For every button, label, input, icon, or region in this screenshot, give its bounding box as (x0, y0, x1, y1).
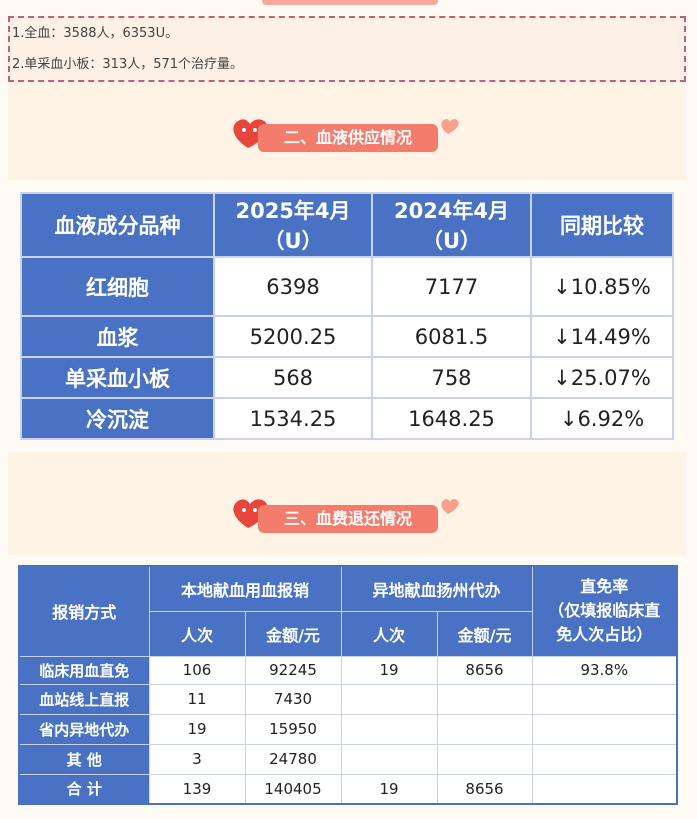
table-row: 合 计 139 140405 19 8656 (18, 773, 678, 805)
cell (531, 773, 678, 805)
supply-rows: 红细胞 6398 7177 ↓10.85% 血浆 5200.25 6081.5 ↓14.49%… (20, 256, 674, 440)
cell: 139 (148, 773, 246, 805)
table-row: 血浆 5200.25 6081.5 ↓14.49% (20, 315, 674, 358)
cell: 758 (371, 356, 532, 399)
cell: 5200.25 (213, 315, 373, 358)
table-row: 其 他 3 24780 (18, 743, 678, 775)
cell (531, 743, 678, 775)
cell: 140405 (244, 773, 342, 805)
row-header: 血站线上直报 (18, 683, 150, 715)
cell: 92245 (244, 655, 342, 685)
cell: 1648.25 (371, 397, 532, 440)
cell: 24780 (244, 743, 342, 775)
header-cell: 血液成分品种 (20, 192, 215, 258)
header-cell: 异地献血扬州代办 (340, 565, 533, 612)
table-row: 临床用血直免 106 92245 19 8656 93.8% (18, 655, 678, 685)
cell (436, 683, 533, 715)
row-header: 合 计 (18, 773, 150, 805)
refund-rows: 临床用血直免 106 92245 19 8656 93.8% 血站线上直报 11 7430 省内异… (18, 655, 678, 805)
row-header: 红细胞 (20, 256, 215, 317)
section-band (8, 452, 686, 555)
cell: ↓14.49% (530, 315, 674, 358)
cell: ↓10.85% (530, 256, 674, 317)
row-header: 临床用血直免 (18, 655, 150, 685)
banner-edge (262, 0, 438, 5)
refund-table: 报销方式 本地献血用血报销 异地献血扬州代办 直免率 （仅填报临床直 免人次占比） … (18, 565, 679, 805)
cell (340, 683, 438, 715)
header-text: （U） (421, 229, 482, 253)
header-text: （仅填报临床直 (548, 601, 661, 621)
table-row: 冷沉淀 1534.25 1648.25 ↓6.92% (20, 397, 674, 440)
header-cell: 人次 (148, 610, 246, 657)
cell: 11 (148, 683, 246, 715)
cell: ↓25.07% (530, 356, 674, 399)
subheader-row: 人次 金额/元 人次 金额/元 (19, 610, 677, 657)
header-cell: 金额/元 (244, 610, 342, 657)
cell: 8656 (436, 773, 533, 805)
cell: ↓6.92% (530, 397, 674, 440)
section-title: 二、血液供应情况 (258, 124, 438, 152)
header-text: 2025年4月 (235, 199, 351, 223)
table-row: 单采血小板 568 758 ↓25.07% (20, 356, 674, 399)
header-text: 直免率 (580, 577, 629, 597)
cell: 19 (148, 713, 246, 745)
header-cell: 报销方式 (18, 565, 150, 657)
header-cell: 金额/元 (436, 610, 533, 657)
notes-box: 1.全血：3588人，6353U。 2.单采血小板：313人，571个治疗量。 (8, 16, 686, 82)
cell: 6398 (213, 256, 373, 317)
cell (436, 713, 533, 745)
cell: 8656 (436, 655, 533, 685)
cell: 7177 (371, 256, 532, 317)
cell: 1534.25 (213, 397, 373, 440)
table-row: 省内异地代办 19 15950 (18, 713, 678, 745)
cell (531, 683, 678, 715)
header-cell: 同期比较 (530, 192, 674, 258)
row-header: 冷沉淀 (20, 397, 215, 440)
row-header: 其 他 (18, 743, 150, 775)
header-text: 免人次占比） (556, 625, 653, 645)
cell: 3 (148, 743, 246, 775)
header-text: 同期比较 (560, 214, 644, 238)
header-cell: 本地献血用血报销 (148, 565, 342, 612)
table-row: 血站线上直报 11 7430 (18, 683, 678, 715)
cell: 19 (340, 655, 438, 685)
cell (340, 743, 438, 775)
cell (436, 743, 533, 775)
header-cell: 2025年4月 （U） (213, 192, 373, 258)
note: 2.单采血小板：313人，571个治疗量。 (12, 57, 244, 72)
row-header: 单采血小板 (20, 356, 215, 399)
cell (340, 713, 438, 745)
row-header: 省内异地代办 (18, 713, 150, 745)
header-cell: 直免率 （仅填报临床直 免人次占比） (531, 565, 678, 657)
header-cell: 2024年4月 （U） (371, 192, 532, 258)
header-cell: 人次 (340, 610, 438, 657)
header-text: 2024年4月 (393, 199, 510, 223)
row-header: 血浆 (20, 315, 215, 358)
cell: 106 (148, 655, 246, 685)
cell: 19 (340, 773, 438, 805)
cell: 7430 (244, 683, 342, 715)
header-text: （U） (263, 229, 323, 253)
cell: 15950 (244, 713, 342, 745)
section-title: 三、血费退还情况 (258, 505, 438, 533)
note: 1.全血：3588人，6353U。 (12, 26, 179, 41)
cell: 6081.5 (371, 315, 532, 358)
header-text: 血液成分品种 (54, 214, 181, 238)
cell (531, 713, 678, 745)
cell: 568 (213, 356, 373, 399)
table-row: 红细胞 6398 7177 ↓10.85% (20, 256, 674, 317)
supply-table: 血液成分品种 2025年4月 （U） 2024年4月 （U） 同期比较 红细胞 639… (20, 192, 674, 440)
cell: 93.8% (531, 655, 678, 685)
